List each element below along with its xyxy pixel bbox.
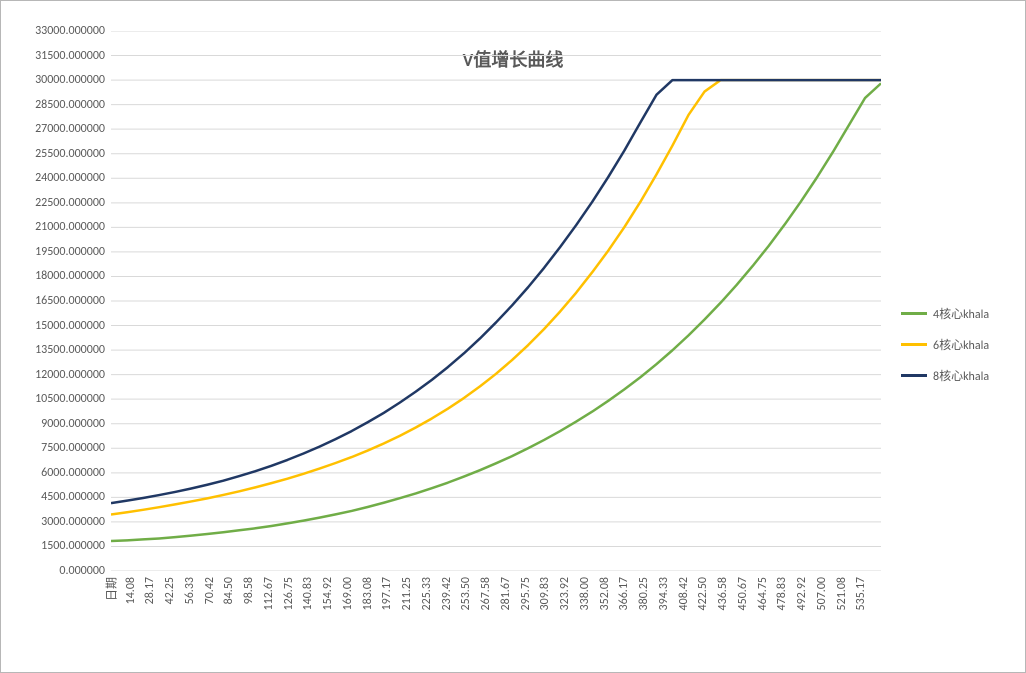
y-tick-label: 13500.000000 <box>35 343 105 357</box>
x-tick-label: 422.50 <box>696 577 710 610</box>
y-tick-label: 6000.000000 <box>41 466 105 480</box>
y-tick-label: 4500.000000 <box>41 490 105 504</box>
legend-item: 8核心khala <box>901 367 989 384</box>
y-tick-label: 0.000000 <box>59 564 105 578</box>
legend-swatch <box>901 312 927 315</box>
x-tick-label: 126.75 <box>282 577 296 610</box>
x-tick-label: 253.50 <box>459 577 473 610</box>
x-tick-label: 450.67 <box>736 577 750 610</box>
x-tick-label: 197.17 <box>380 577 394 610</box>
x-tick-label: 98.58 <box>242 577 256 604</box>
x-tick-label: 56.33 <box>183 577 197 604</box>
y-axis-labels: 0.0000001500.0000003000.0000004500.00000… <box>1 31 105 571</box>
x-tick-label: 154.92 <box>321 577 335 610</box>
x-tick-label: 28.17 <box>143 577 157 604</box>
x-tick-label: 211.25 <box>400 577 414 610</box>
legend-label: 8核心khala <box>933 367 989 384</box>
y-tick-label: 18000.000000 <box>35 269 105 283</box>
x-tick-label: 380.25 <box>637 577 651 610</box>
x-tick-label: 42.25 <box>163 577 177 604</box>
x-tick-label: 84.50 <box>222 577 236 604</box>
legend-label: 6核心khala <box>933 336 989 353</box>
y-tick-label: 31500.000000 <box>35 49 105 63</box>
legend-swatch <box>901 343 927 346</box>
x-tick-label: 492.92 <box>795 577 809 610</box>
y-tick-label: 12000.000000 <box>35 368 105 382</box>
legend-item: 6核心khala <box>901 336 989 353</box>
y-tick-label: 25500.000000 <box>35 147 105 161</box>
y-tick-label: 15000.000000 <box>35 319 105 333</box>
x-tick-label: 323.92 <box>558 577 572 610</box>
x-tick-label: 352.08 <box>598 577 612 610</box>
y-tick-label: 10500.000000 <box>35 392 105 406</box>
chart-legend: 4核心khala 6核心khala 8核心khala <box>901 291 989 398</box>
x-tick-label: 169.00 <box>341 577 355 610</box>
x-first-label: 日期 <box>103 577 120 601</box>
x-tick-label: 225.33 <box>420 577 434 610</box>
x-axis-labels: 日期14.0828.1742.2556.3370.4284.5098.58112… <box>111 577 881 673</box>
x-tick-label: 309.83 <box>538 577 552 610</box>
x-tick-label: 366.17 <box>617 577 631 610</box>
x-tick-label: 112.67 <box>262 577 276 610</box>
x-tick-label: 281.67 <box>499 577 513 610</box>
series-line <box>111 80 881 514</box>
y-tick-label: 9000.000000 <box>41 417 105 431</box>
y-tick-label: 21000.000000 <box>35 220 105 234</box>
y-tick-label: 19500.000000 <box>35 245 105 259</box>
y-tick-label: 22500.000000 <box>35 196 105 210</box>
legend-item: 4核心khala <box>901 305 989 322</box>
x-tick-label: 140.83 <box>301 577 315 610</box>
x-tick-label: 464.75 <box>756 577 770 610</box>
x-tick-label: 521.08 <box>835 577 849 610</box>
y-tick-label: 1500.000000 <box>41 539 105 553</box>
y-tick-label: 7500.000000 <box>41 441 105 455</box>
y-tick-label: 33000.000000 <box>35 24 105 38</box>
x-tick-label: 507.00 <box>815 577 829 610</box>
x-tick-label: 338.00 <box>578 577 592 610</box>
x-tick-label: 408.42 <box>677 577 691 610</box>
y-tick-label: 3000.000000 <box>41 515 105 529</box>
legend-label: 4核心khala <box>933 305 989 322</box>
x-tick-label: 14.08 <box>124 577 138 604</box>
y-tick-label: 28500.000000 <box>35 98 105 112</box>
y-tick-label: 16500.000000 <box>35 294 105 308</box>
x-tick-label: 183.08 <box>361 577 375 610</box>
x-tick-label: 267.58 <box>479 577 493 610</box>
x-tick-label: 295.75 <box>519 577 533 610</box>
series-line <box>111 80 881 503</box>
legend-swatch <box>901 374 927 377</box>
y-tick-label: 30000.000000 <box>35 73 105 87</box>
x-tick-label: 436.58 <box>716 577 730 610</box>
x-tick-label: 70.42 <box>203 577 217 604</box>
y-tick-label: 27000.000000 <box>35 122 105 136</box>
chart-plot <box>111 31 881 571</box>
chart-container: V值增长曲线 0.0000001500.0000003000.000000450… <box>0 0 1026 673</box>
y-tick-label: 24000.000000 <box>35 171 105 185</box>
x-tick-label: 239.42 <box>440 577 454 610</box>
x-tick-label: 394.33 <box>657 577 671 610</box>
x-tick-label: 478.83 <box>775 577 789 610</box>
x-tick-label: 535.17 <box>854 577 868 610</box>
